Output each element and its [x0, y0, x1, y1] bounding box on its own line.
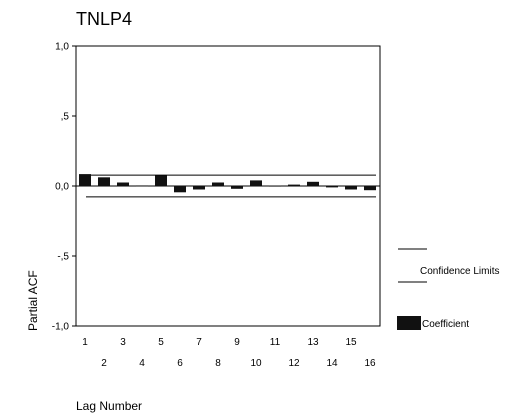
x-tick-label: 2 — [101, 358, 107, 369]
x-tick-label: 3 — [120, 337, 126, 348]
bar-lag-1 — [79, 174, 91, 186]
bar-lag-8 — [212, 182, 224, 186]
x-tick-label: 13 — [307, 337, 319, 348]
y-tick-label: -,5 — [57, 252, 69, 263]
bar-lag-14 — [326, 186, 338, 188]
x-tick-label: 6 — [177, 358, 183, 369]
x-tick-label: 14 — [326, 358, 338, 369]
legend-coefficient-label: Coefficient — [422, 319, 469, 330]
legend-coefficient-swatch — [397, 316, 421, 330]
bar-lag-9 — [231, 186, 243, 189]
bar-lag-16 — [364, 186, 376, 191]
bar-lag-11 — [269, 185, 281, 187]
x-tick-label: 4 — [139, 358, 145, 369]
bar-lag-2 — [98, 177, 110, 186]
chart-title: TNLP4 — [76, 9, 132, 29]
bar-lag-5 — [155, 175, 167, 186]
x-tick-label: 11 — [270, 337, 281, 348]
bar-lag-13 — [307, 181, 319, 186]
y-tick-label: ,5 — [61, 112, 70, 123]
x-tick-label: 5 — [158, 337, 164, 348]
x-tick-label: 7 — [196, 337, 202, 348]
legend: Confidence Limits Coefficient — [397, 248, 499, 330]
x-tick-label: 10 — [250, 358, 262, 369]
y-axis-label: Partial ACF — [26, 270, 40, 331]
x-tick-label: 1 — [82, 337, 88, 348]
bar-lag-7 — [193, 186, 205, 190]
y-axis-ticks: 1,0 ,5 0,0 -,5 -1,0 — [52, 42, 76, 333]
bar-lag-4 — [136, 185, 148, 187]
x-tick-label: 8 — [215, 358, 221, 369]
x-tick-label: 16 — [364, 358, 376, 369]
x-tick-label: 12 — [288, 358, 300, 369]
legend-confidence-label: Confidence Limits — [420, 266, 499, 277]
x-axis-label: Lag Number — [76, 399, 142, 413]
x-tick-label: 15 — [345, 337, 357, 348]
bar-lag-3 — [117, 182, 129, 186]
bar-lag-10 — [250, 180, 262, 186]
x-tick-label: 9 — [234, 337, 240, 348]
bar-lag-15 — [345, 186, 357, 190]
bar-lag-6 — [174, 186, 186, 193]
bars — [79, 174, 376, 193]
bar-lag-12 — [288, 184, 300, 186]
y-tick-label: -1,0 — [52, 322, 70, 333]
y-tick-label: 0,0 — [55, 182, 69, 193]
y-tick-label: 1,0 — [55, 42, 69, 53]
